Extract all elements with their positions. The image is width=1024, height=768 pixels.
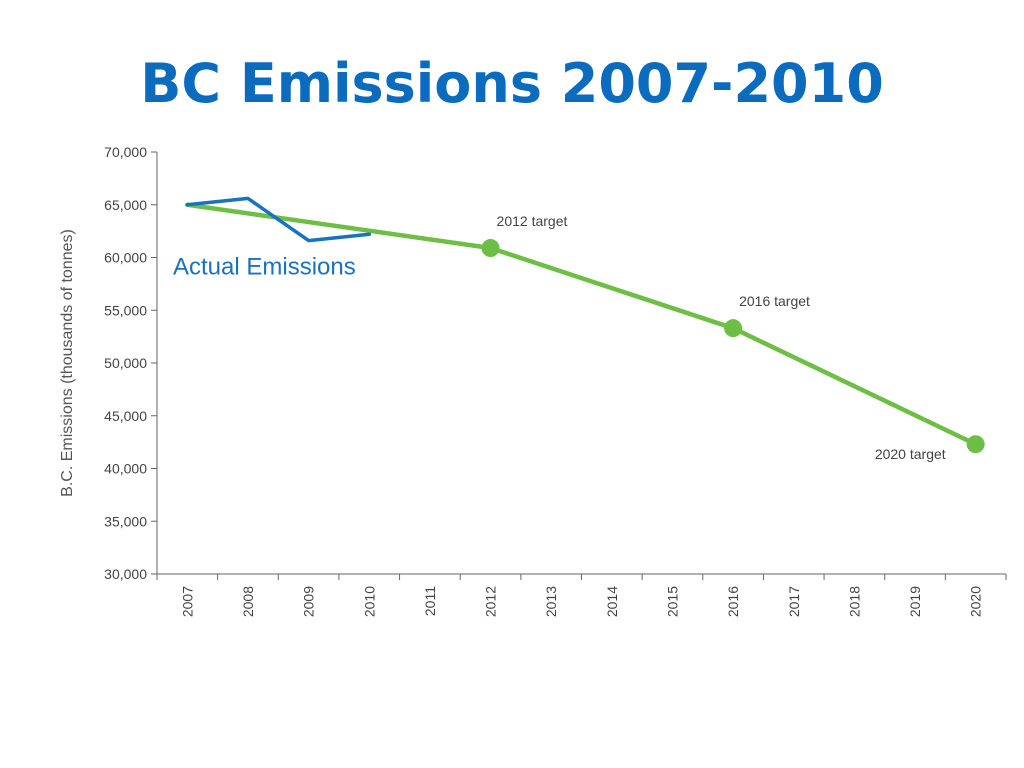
- target-marker-2020: [966, 435, 985, 454]
- x-tick-label: 2011: [422, 586, 438, 616]
- y-axis-title: B.C. Emissions (thousands of tonnes): [59, 229, 76, 497]
- target-marker-2016: [724, 319, 743, 338]
- x-tick-label: 2010: [361, 586, 377, 617]
- slide-title: BC Emissions 2007-2010: [140, 52, 884, 115]
- y-tick-label: 50,000: [104, 355, 147, 371]
- x-tick-label: 2012: [483, 586, 499, 617]
- y-tick-label: 35,000: [104, 513, 147, 529]
- y-tick-label: 55,000: [104, 302, 147, 318]
- x-tick-label: 2016: [725, 586, 741, 617]
- target-annotation: 2016 target: [739, 293, 810, 309]
- x-tick-label: 2007: [179, 586, 195, 617]
- y-tick-label: 45,000: [104, 408, 147, 424]
- actual-emissions-line: [185, 196, 371, 243]
- y-tick-label: 70,000: [104, 144, 147, 160]
- target-annotation: 2020 target: [875, 446, 946, 462]
- x-tick-label: 2009: [301, 586, 317, 617]
- y-tick-label: 40,000: [104, 461, 147, 477]
- target-line: [185, 202, 978, 447]
- target-marker-2012: [481, 239, 500, 258]
- x-tick-label: 2015: [664, 586, 680, 617]
- chart-axes: [151, 151, 1007, 580]
- x-tick-label: 2013: [543, 586, 559, 617]
- x-tick-label: 2014: [604, 586, 620, 617]
- x-tick-label: 2008: [240, 586, 256, 617]
- chart-labels: 30,000 35,000 40,000 45,000 50,000 55,000 60,0…: [59, 144, 984, 617]
- x-tick-label: 2017: [786, 586, 802, 617]
- chart-marks: [185, 196, 985, 454]
- y-tick-label: 30,000: [104, 566, 147, 582]
- x-tick-label: 2019: [907, 586, 923, 617]
- y-tick-label: 60,000: [104, 250, 147, 266]
- target-annotation: 2012 target: [497, 213, 568, 229]
- x-tick-label: 2018: [846, 586, 862, 617]
- x-tick-label: 2020: [968, 586, 984, 617]
- y-tick-label: 65,000: [104, 197, 147, 213]
- actual-emissions-label: Actual Emissions: [173, 253, 356, 280]
